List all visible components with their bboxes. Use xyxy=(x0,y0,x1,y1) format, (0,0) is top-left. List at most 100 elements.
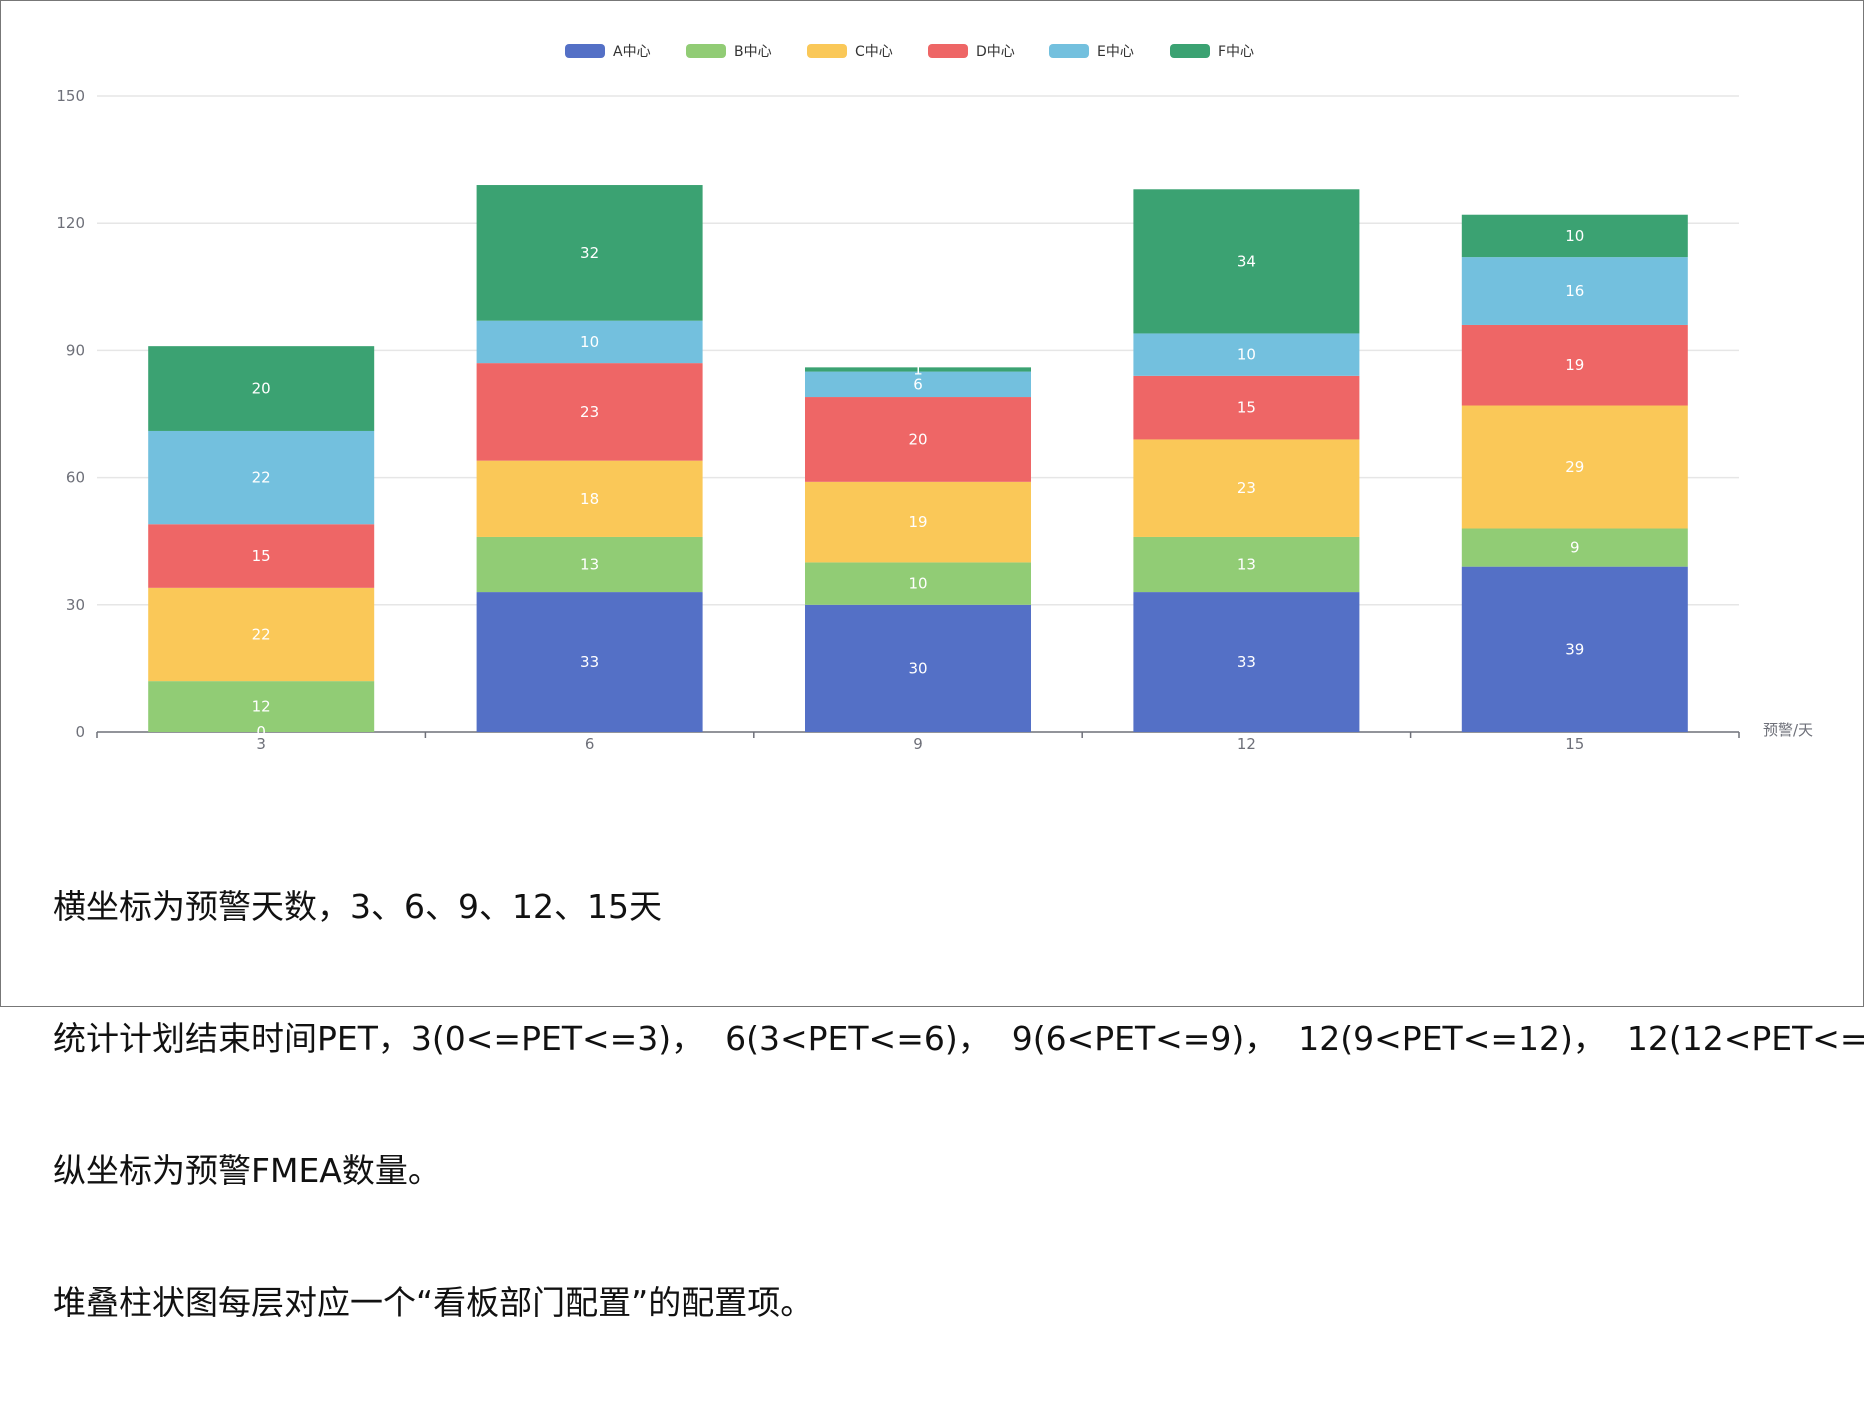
bar-segment xyxy=(148,430,375,525)
data-label: 9 xyxy=(1570,539,1580,557)
data-label: 20 xyxy=(252,380,271,398)
bar-segment xyxy=(805,397,1031,482)
x-tick-label: 6 xyxy=(585,735,595,753)
data-label: 32 xyxy=(580,244,599,262)
bar-segment xyxy=(476,320,703,364)
note-line-3: 纵坐标为预警FMEA数量。 xyxy=(53,1151,441,1190)
data-label: 30 xyxy=(908,659,927,677)
screenshot-frame: A中心 B中心 C中心 D中心 E中心 F中心 0 30 60 90 120 150 3 6 9 12 15… xyxy=(0,0,1864,1322)
legend-item: F中心 xyxy=(1170,44,1254,60)
x-axis-title: 预警/天 xyxy=(1763,721,1813,739)
y-tick-label: 0 xyxy=(75,723,85,741)
bar-segment xyxy=(476,363,703,461)
y-tick-label: 30 xyxy=(66,596,85,614)
legend: A中心 B中心 C中心 D中心 E中心 F中心 xyxy=(565,44,1254,60)
bar-segment xyxy=(805,367,1031,372)
bar-segment xyxy=(1133,333,1360,376)
bar-segment xyxy=(148,524,375,588)
legend-label: F中心 xyxy=(1218,44,1254,60)
legend-swatch xyxy=(1170,44,1210,58)
data-label: 16 xyxy=(1565,282,1584,300)
bar-segment xyxy=(1461,214,1688,258)
data-label: 10 xyxy=(1237,346,1256,364)
bar-segment xyxy=(1461,528,1688,567)
data-label: 15 xyxy=(1237,399,1256,417)
data-label: 33 xyxy=(1237,653,1256,671)
data-label: 1 xyxy=(913,360,923,378)
note-line-1: 横坐标为预警天数，3、6、9、12、15天 xyxy=(53,887,662,926)
data-label: 0 xyxy=(256,723,266,741)
legend-swatch xyxy=(565,44,605,58)
x-tick-label: 9 xyxy=(913,735,923,753)
bar-segment xyxy=(805,604,1031,732)
legend-swatch xyxy=(928,44,968,58)
data-label: 6 xyxy=(913,375,923,393)
legend-item: A中心 xyxy=(565,44,651,60)
y-tick-label: 60 xyxy=(66,469,85,487)
bar-segment xyxy=(476,460,703,537)
data-label: 15 xyxy=(252,547,271,565)
bar-segment xyxy=(805,371,1031,398)
y-tick-label: 90 xyxy=(66,341,85,359)
legend-label: A中心 xyxy=(613,44,651,60)
data-label: 13 xyxy=(1237,556,1256,574)
y-tick-label: 120 xyxy=(56,214,85,232)
bar-segment xyxy=(1133,536,1360,593)
y-tick-label: 150 xyxy=(56,87,85,105)
x-tick-label: 12 xyxy=(1237,735,1256,753)
data-label: 10 xyxy=(1565,227,1584,245)
bar-segment xyxy=(148,587,375,682)
data-label: 29 xyxy=(1565,458,1584,476)
note-line-2: 统计计划结束时间PET，3(0<=PET<=3)， 6(3<PET<=6)， 9… xyxy=(53,1019,1864,1058)
data-label: 39 xyxy=(1565,640,1584,658)
x-tick-label: 15 xyxy=(1565,735,1584,753)
legend-label: C中心 xyxy=(855,44,893,60)
bar-segment xyxy=(1461,405,1688,529)
legend-item: D中心 xyxy=(928,44,1015,60)
bar-segment xyxy=(1133,189,1360,334)
legend-swatch xyxy=(1049,44,1089,58)
bar-segment xyxy=(805,481,1031,563)
bar-segment xyxy=(476,185,703,321)
data-label: 18 xyxy=(580,490,599,508)
legend-item: B中心 xyxy=(686,44,772,60)
bar-segment xyxy=(1133,439,1360,537)
data-label: 19 xyxy=(1565,356,1584,374)
data-label: 19 xyxy=(908,513,927,531)
bar-segment xyxy=(476,592,703,732)
legend-item: C中心 xyxy=(807,44,893,60)
data-label: 23 xyxy=(580,403,599,421)
legend-label: B中心 xyxy=(734,44,772,60)
legend-item: E中心 xyxy=(1049,44,1134,60)
data-label: 23 xyxy=(1237,479,1256,497)
description-notes: 横坐标为预警天数，3、6、9、12、15天 统计计划结束时间PET，3(0<=P… xyxy=(53,797,1864,1413)
legend-label: E中心 xyxy=(1097,44,1134,60)
bar-segment xyxy=(1133,375,1360,440)
legend-swatch xyxy=(686,44,726,58)
data-label: 10 xyxy=(580,333,599,351)
bar-value-labels: 0 12 22 15 22 20 33 13 18 23 10 32 30 10 19 20 61 33 13 23 1… xyxy=(252,227,1585,741)
data-label: 13 xyxy=(580,556,599,574)
legend-label: D中心 xyxy=(976,44,1015,60)
bar-segment xyxy=(1461,257,1688,325)
data-label: 34 xyxy=(1237,252,1256,270)
x-tick-label: 3 xyxy=(256,735,266,753)
data-label: 22 xyxy=(252,625,271,643)
bar-segment xyxy=(1461,566,1688,732)
bar-segment xyxy=(148,346,375,431)
bar-segment xyxy=(1133,592,1360,732)
y-axis: 0 30 60 90 120 150 xyxy=(56,87,85,741)
bars xyxy=(148,185,1688,732)
bar-segment xyxy=(476,536,703,593)
note-line-4: 堆叠柱状图每层对应一个“看板部门配置”的配置项。 xyxy=(53,1283,814,1322)
data-label: 20 xyxy=(908,430,927,448)
legend-swatch xyxy=(807,44,847,58)
data-label: 22 xyxy=(252,469,271,487)
data-label: 33 xyxy=(580,653,599,671)
data-label: 12 xyxy=(252,698,271,716)
bar-segment xyxy=(1461,324,1688,406)
bar-segment xyxy=(148,681,375,732)
data-label: 10 xyxy=(908,575,927,593)
bar-segment xyxy=(805,562,1031,605)
